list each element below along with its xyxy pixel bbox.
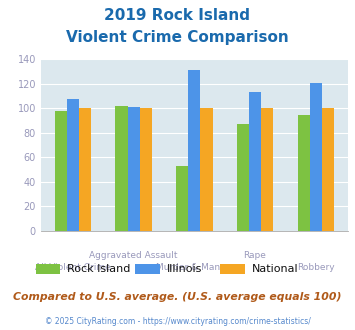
- Bar: [322, 109, 334, 231]
- Bar: [188, 70, 201, 231]
- Text: Compared to U.S. average. (U.S. average equals 100): Compared to U.S. average. (U.S. average …: [13, 292, 342, 302]
- Bar: [261, 109, 273, 231]
- Bar: [249, 92, 261, 231]
- Bar: [115, 106, 127, 231]
- Text: © 2025 CityRating.com - https://www.cityrating.com/crime-statistics/: © 2025 CityRating.com - https://www.city…: [45, 317, 310, 326]
- Text: Illinois: Illinois: [167, 264, 202, 274]
- Bar: [67, 99, 79, 231]
- Bar: [176, 166, 188, 231]
- Text: Violent Crime Comparison: Violent Crime Comparison: [66, 30, 289, 45]
- Text: All Violent Crime: All Violent Crime: [35, 263, 111, 272]
- Text: Aggravated Assault: Aggravated Assault: [89, 250, 178, 260]
- Bar: [310, 83, 322, 231]
- Bar: [237, 124, 249, 231]
- Text: National: National: [252, 264, 299, 274]
- Bar: [297, 115, 310, 231]
- Text: Robbery: Robbery: [297, 263, 334, 272]
- Text: Rock Island: Rock Island: [67, 264, 131, 274]
- Text: Murder & Mans...: Murder & Mans...: [156, 263, 233, 272]
- Bar: [55, 111, 67, 231]
- Bar: [201, 109, 213, 231]
- Text: Rape: Rape: [244, 250, 267, 260]
- Bar: [140, 109, 152, 231]
- Text: 2019 Rock Island: 2019 Rock Island: [104, 8, 251, 23]
- Bar: [79, 109, 91, 231]
- Bar: [127, 107, 140, 231]
